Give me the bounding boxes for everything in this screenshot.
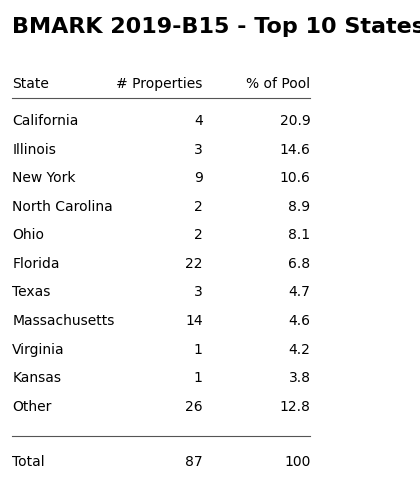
Text: Florida: Florida (12, 257, 60, 271)
Text: 2: 2 (194, 228, 202, 243)
Text: Kansas: Kansas (12, 371, 61, 385)
Text: 8.9: 8.9 (288, 200, 310, 214)
Text: 26: 26 (185, 400, 202, 414)
Text: # Properties: # Properties (116, 77, 202, 92)
Text: State: State (12, 77, 49, 92)
Text: 12.8: 12.8 (280, 400, 310, 414)
Text: Other: Other (12, 400, 52, 414)
Text: Illinois: Illinois (12, 143, 56, 157)
Text: % of Pool: % of Pool (246, 77, 310, 92)
Text: Massachusetts: Massachusetts (12, 314, 115, 328)
Text: 4.6: 4.6 (289, 314, 310, 328)
Text: Total: Total (12, 455, 45, 469)
Text: 3: 3 (194, 143, 202, 157)
Text: California: California (12, 114, 79, 128)
Text: New York: New York (12, 171, 76, 185)
Text: 87: 87 (185, 455, 202, 469)
Text: 22: 22 (185, 257, 202, 271)
Text: Texas: Texas (12, 285, 51, 300)
Text: 14: 14 (185, 314, 202, 328)
Text: Virginia: Virginia (12, 343, 65, 356)
Text: 20.9: 20.9 (280, 114, 310, 128)
Text: Ohio: Ohio (12, 228, 44, 243)
Text: 4.2: 4.2 (289, 343, 310, 356)
Text: 1: 1 (194, 371, 202, 385)
Text: 9: 9 (194, 171, 202, 185)
Text: 6.8: 6.8 (288, 257, 310, 271)
Text: 8.1: 8.1 (288, 228, 310, 243)
Text: 10.6: 10.6 (280, 171, 310, 185)
Text: 14.6: 14.6 (280, 143, 310, 157)
Text: 100: 100 (284, 455, 310, 469)
Text: 4.7: 4.7 (289, 285, 310, 300)
Text: 3.8: 3.8 (289, 371, 310, 385)
Text: North Carolina: North Carolina (12, 200, 113, 214)
Text: 3: 3 (194, 285, 202, 300)
Text: BMARK 2019-B15 - Top 10 States: BMARK 2019-B15 - Top 10 States (12, 17, 420, 37)
Text: 4: 4 (194, 114, 202, 128)
Text: 2: 2 (194, 200, 202, 214)
Text: 1: 1 (194, 343, 202, 356)
